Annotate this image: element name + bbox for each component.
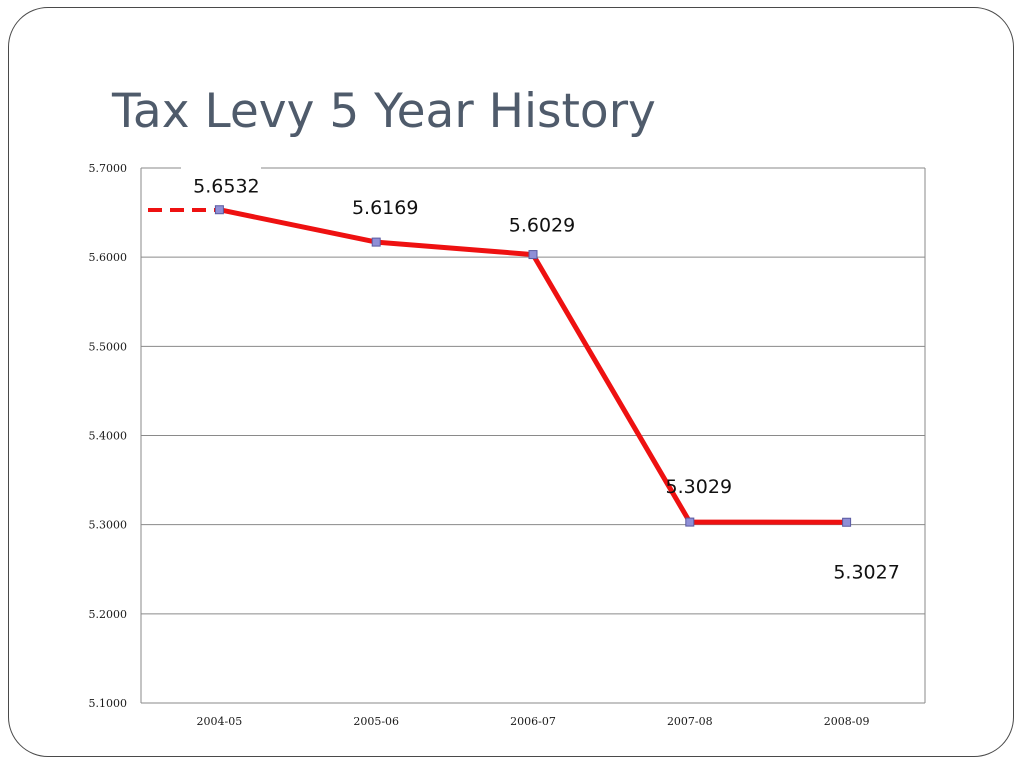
y-tick-label: 5.3000 [89,519,128,532]
x-tick-label: 2004-05 [197,715,243,728]
y-tick-label: 5.4000 [89,430,128,443]
y-tick-label: 5.2000 [89,608,128,621]
x-tick-label: 2007-08 [667,715,713,728]
y-axis-tick-labels: 5.1000 5.2000 5.3000 5.4000 5.5000 5.6000 5.70… [89,162,128,710]
y-tick-label: 5.6000 [89,251,128,264]
x-axis-tick-labels: 2004-05 2005-06 2006-07 2007-08 2008-09 [197,715,870,728]
data-label: 5.6169 [352,197,418,219]
data-label-background [184,170,269,199]
slide-frame [8,7,1014,757]
x-tick-label: 2008-09 [824,715,870,728]
data-point-marker [528,250,538,260]
y-tick-label: 5.5000 [89,340,128,353]
page-title: Tax Levy 5 Year History [112,84,656,139]
data-label: 5.6532 [193,176,259,198]
data-point-marker [214,205,224,215]
data-label: 5.3027 [833,561,899,583]
data-label: 5.3029 [666,476,732,498]
data-point-marker [842,517,852,527]
y-tick-label: 5.7000 [89,162,128,175]
data-label: 5.6029 [509,215,575,237]
x-tick-label: 2005-06 [353,715,399,728]
gridlines [140,167,926,704]
y-tick-label: 5.1000 [89,697,128,710]
data-labels: 5.6532 5.6169 5.6029 5.3029 5.3027 [184,170,900,583]
x-tick-label: 2006-07 [510,715,556,728]
data-point-marker [371,237,381,247]
series-group [214,205,852,527]
data-point-marker [685,517,695,527]
